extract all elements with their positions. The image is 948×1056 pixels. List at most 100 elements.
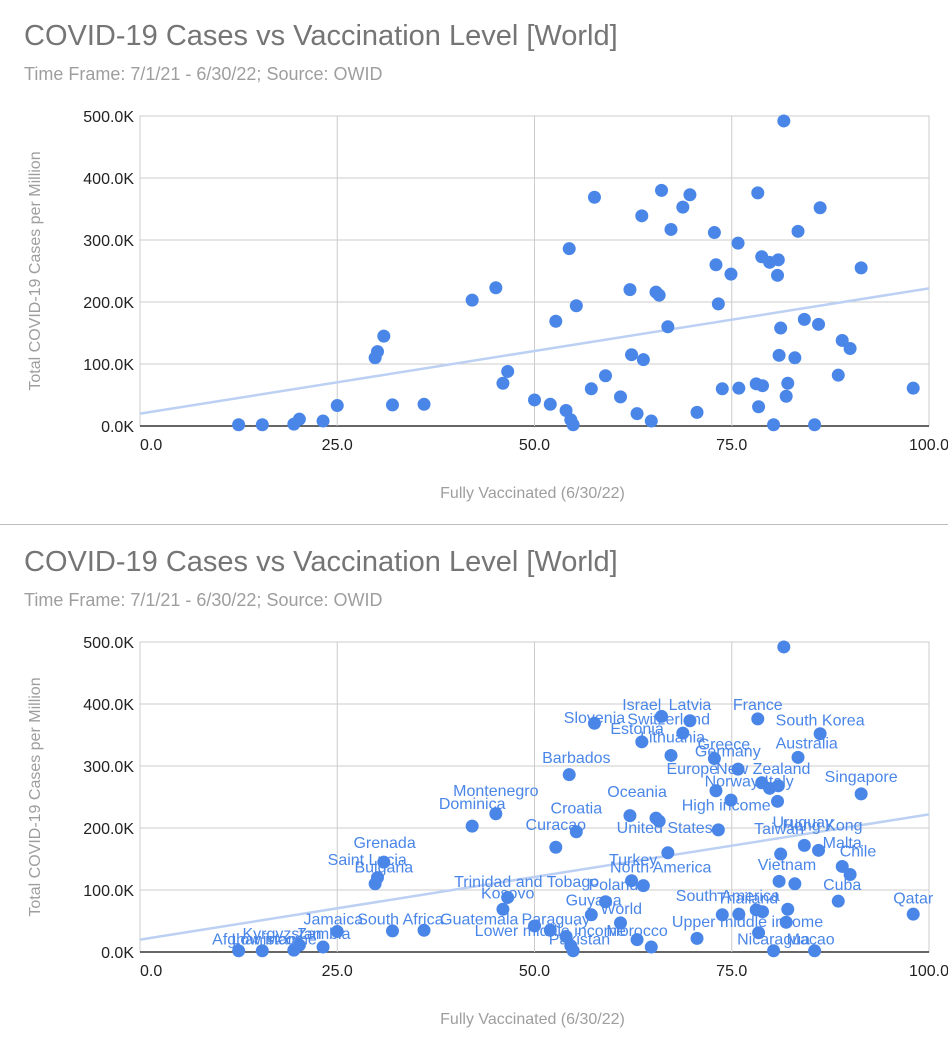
data-point	[652, 814, 666, 828]
data-label: Saint Lucia	[328, 852, 407, 869]
data-point	[316, 414, 330, 428]
data-point	[781, 376, 795, 390]
x-tick-label: 50.0	[519, 963, 550, 980]
data-label: Hong Kong	[782, 817, 862, 834]
data-point	[843, 342, 857, 355]
data-point	[385, 924, 399, 938]
y-tick-label: 500.0K	[83, 635, 134, 652]
data-point	[566, 944, 580, 958]
data-label: United States	[617, 820, 713, 837]
y-tick-label: 300.0K	[83, 759, 134, 776]
data-label: Switzerland	[627, 711, 710, 728]
data-label: Uruguay	[773, 814, 833, 831]
data-label: Slovenia	[564, 710, 625, 727]
data-point	[623, 809, 637, 823]
data-point	[385, 398, 399, 412]
data-label: Turkey	[609, 852, 657, 869]
data-point	[771, 794, 785, 808]
data-point	[292, 938, 306, 952]
data-point	[813, 727, 827, 741]
data-label: Kyrgyzstan	[242, 926, 321, 943]
data-point	[255, 418, 269, 432]
data-point	[777, 114, 791, 128]
data-point	[528, 919, 541, 933]
data-point	[489, 807, 503, 821]
data-point	[661, 320, 675, 334]
data-label: Thailand	[717, 891, 778, 908]
data-point	[831, 368, 845, 382]
data-label: Germany	[695, 744, 761, 761]
data-point	[709, 258, 723, 272]
data-point	[771, 253, 785, 267]
data-point	[562, 768, 576, 782]
data-point	[549, 314, 563, 328]
data-label: Europe	[667, 761, 719, 778]
data-label: Qatar	[893, 891, 934, 908]
data-point	[635, 209, 649, 223]
x-tick-label: 25.0	[322, 437, 353, 454]
data-label: Montenegro	[453, 783, 538, 800]
data-point	[661, 846, 675, 860]
scatter-plot: 0.0K 100.0K 200.0K 300.0K 400.0K 500.0K 0.0 25.…	[27, 109, 948, 502]
data-label: South Africa	[357, 912, 443, 929]
data-label: Australia	[776, 736, 838, 753]
data-point	[614, 390, 628, 404]
trendline	[139, 287, 930, 415]
data-point	[724, 793, 738, 807]
data-point	[690, 405, 704, 419]
data-point	[835, 333, 849, 347]
data-point	[854, 261, 868, 275]
data-point	[549, 840, 563, 854]
data-point	[751, 186, 765, 200]
data-point	[777, 640, 791, 654]
data-label: Bulgaria	[354, 860, 413, 877]
data-point	[751, 712, 765, 726]
data-point	[774, 847, 788, 861]
x-tick-label: 25.0	[322, 963, 353, 980]
data-point	[652, 288, 666, 302]
data-label: France	[733, 697, 783, 714]
data-point	[731, 762, 745, 776]
data-point	[752, 926, 766, 940]
data-point	[465, 293, 479, 307]
data-point	[630, 933, 644, 947]
data-label: Kosovo	[481, 886, 534, 903]
data-point	[835, 859, 849, 873]
data-point	[788, 877, 802, 891]
data-label: Israel	[622, 697, 661, 714]
y-tick-label: 400.0K	[83, 171, 134, 188]
x-tick-label: 75.0	[716, 437, 747, 454]
data-point	[370, 345, 384, 359]
data-label: World	[601, 901, 643, 918]
labeled-scatter-plot: 0.0K 100.0K 200.0K 300.0K 400.0K 500.0K 0.0 25.…	[27, 635, 948, 1028]
data-label: Poland	[588, 877, 638, 894]
y-tick-label: 500.0K	[83, 109, 134, 126]
data-label: Malta	[823, 835, 862, 852]
data-point	[377, 855, 391, 869]
data-point	[664, 222, 678, 236]
data-label: Lithuania	[640, 729, 705, 746]
data-point	[843, 868, 857, 881]
data-point	[707, 226, 721, 240]
y-tick-label: 400.0K	[83, 697, 134, 714]
data-point	[417, 923, 431, 937]
data-label: Guatemala	[440, 912, 518, 929]
data-point	[756, 905, 770, 919]
y-axis-title: Total COVID-19 Cases per Million	[27, 151, 44, 390]
data-point	[587, 190, 601, 204]
data-point	[569, 825, 583, 839]
data-point	[711, 297, 725, 311]
data-label: Morocco	[606, 923, 667, 940]
y-tick-label: 200.0K	[83, 295, 134, 312]
data-label: Curacao	[526, 817, 587, 834]
chart-panel-2: COVID-19 Cases vs Vaccination Level [Wor…	[0, 526, 948, 1056]
data-point	[812, 317, 826, 331]
data-point	[623, 283, 637, 297]
data-point	[813, 201, 827, 215]
data-point	[756, 379, 770, 393]
data-point	[906, 381, 920, 395]
data-point	[732, 907, 746, 921]
data-point	[599, 369, 613, 383]
data-label: High income	[682, 798, 771, 815]
data-point	[496, 376, 510, 390]
